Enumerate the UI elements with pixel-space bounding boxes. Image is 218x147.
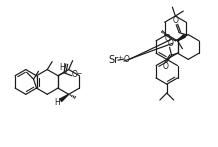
Text: H: H bbox=[59, 63, 65, 72]
Text: O: O bbox=[165, 34, 170, 43]
Text: O: O bbox=[124, 55, 130, 64]
Text: Sr: Sr bbox=[108, 55, 118, 65]
Polygon shape bbox=[177, 35, 185, 41]
Text: −: − bbox=[76, 70, 81, 75]
Text: O: O bbox=[168, 39, 174, 48]
Text: O: O bbox=[163, 62, 169, 71]
Text: O: O bbox=[172, 16, 178, 25]
Polygon shape bbox=[60, 94, 69, 101]
Text: H: H bbox=[54, 98, 60, 107]
Text: O: O bbox=[72, 70, 78, 79]
Text: +: + bbox=[117, 55, 123, 60]
